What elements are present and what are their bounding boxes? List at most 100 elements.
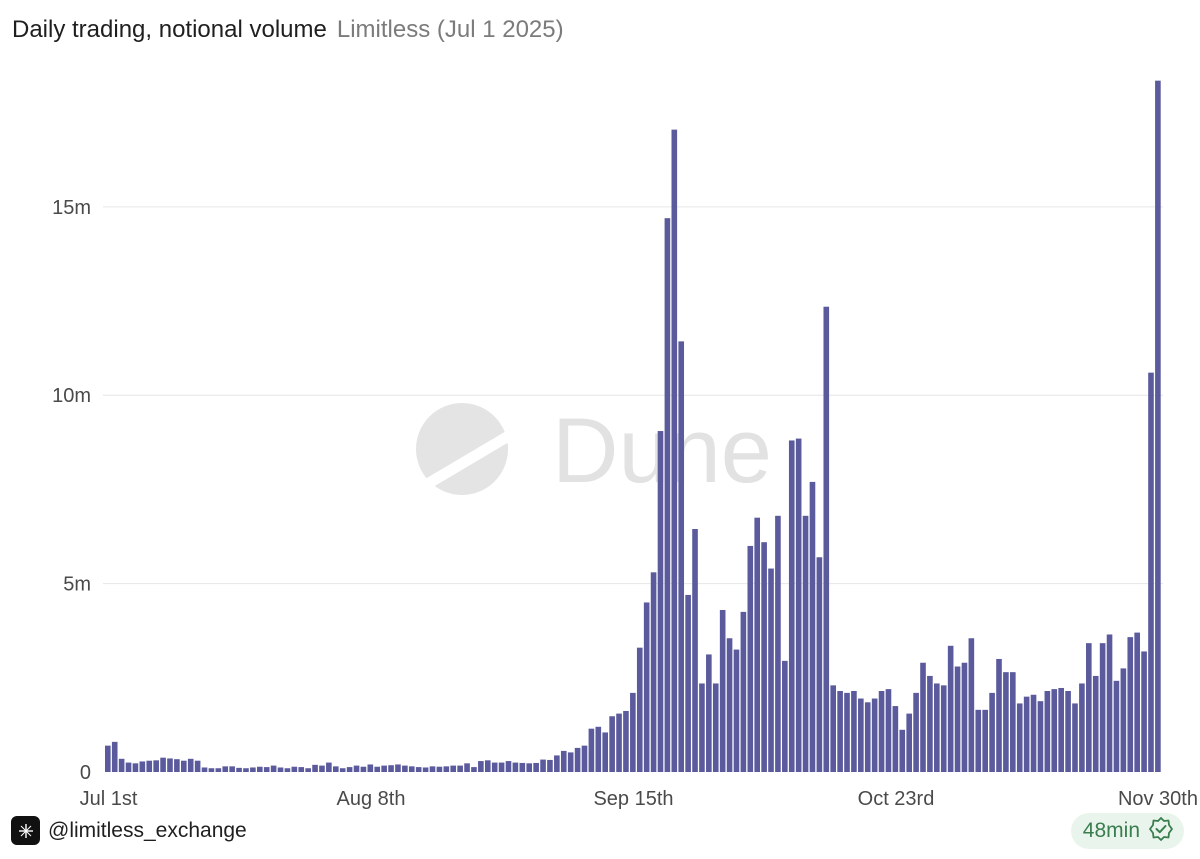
bar xyxy=(547,759,553,772)
bar xyxy=(339,768,346,772)
bar xyxy=(851,691,857,772)
bar xyxy=(519,762,526,772)
bar xyxy=(747,545,754,772)
bar xyxy=(1092,675,1099,772)
bar xyxy=(326,762,332,772)
bar xyxy=(775,515,781,772)
chart-header: Daily trading, notional volume Limitless … xyxy=(12,14,564,46)
bar xyxy=(858,698,864,772)
bar xyxy=(1051,689,1058,772)
bar xyxy=(1134,632,1140,772)
bar xyxy=(899,729,906,772)
freshness-badge: 48min xyxy=(1070,813,1184,849)
bar xyxy=(788,440,795,772)
bar xyxy=(132,763,139,772)
bar xyxy=(160,757,166,772)
bar xyxy=(830,685,836,772)
bar xyxy=(305,768,311,772)
y-tick-label: 0 xyxy=(80,762,91,784)
footer-attribution: @limitless_exchange xyxy=(11,816,247,845)
bar xyxy=(671,129,678,772)
bar xyxy=(491,762,498,772)
bar xyxy=(678,341,685,772)
bar xyxy=(934,683,940,772)
bar xyxy=(415,767,422,772)
dune-logo-icon xyxy=(416,403,509,495)
y-tick-label: 10m xyxy=(52,385,91,407)
bar xyxy=(947,645,954,772)
bar xyxy=(312,764,318,772)
bar xyxy=(761,542,767,772)
bar xyxy=(996,658,1002,772)
bar xyxy=(1016,703,1023,772)
bar xyxy=(740,611,747,772)
bar xyxy=(1079,683,1085,772)
x-axis-ticks: Jul 1st Aug 8th Sep 15th Oct 23rd Nov 30th xyxy=(80,788,1198,810)
bar xyxy=(609,716,615,772)
bar xyxy=(650,572,657,772)
bar xyxy=(795,438,802,772)
bar xyxy=(664,218,671,773)
bar xyxy=(940,685,947,772)
bar xyxy=(194,760,201,772)
bar xyxy=(1044,691,1051,772)
bar xyxy=(402,765,408,772)
gridlines xyxy=(103,206,1163,585)
bar xyxy=(408,766,415,772)
x-tick-label: Nov 30th xyxy=(1118,788,1198,810)
bar xyxy=(560,750,567,772)
bar-series xyxy=(105,80,1161,773)
bar xyxy=(118,758,125,772)
bar xyxy=(270,765,277,772)
bar xyxy=(588,728,595,772)
bar xyxy=(906,713,912,772)
bar xyxy=(146,760,153,772)
bar xyxy=(105,745,111,772)
bar xyxy=(595,726,602,772)
bar xyxy=(243,768,249,772)
bar xyxy=(623,710,629,772)
author-handle[interactable]: @limitless_exchange xyxy=(48,818,247,842)
bar xyxy=(920,662,926,772)
bar xyxy=(222,766,229,772)
bar xyxy=(1155,80,1161,772)
bar xyxy=(961,662,968,772)
bar xyxy=(450,765,457,772)
x-tick-label: Jul 1st xyxy=(80,788,138,810)
bar xyxy=(505,761,512,772)
bar xyxy=(636,647,643,772)
bar xyxy=(1072,703,1078,772)
bar xyxy=(388,765,394,772)
bar-chart: Dune 0 5m 10m 15m Jul 1st Aug 8th Sep 15th Oct… xyxy=(52,80,1198,810)
bar xyxy=(346,767,353,772)
bar xyxy=(263,767,270,772)
bar xyxy=(1086,643,1092,772)
bar xyxy=(712,683,719,772)
bar xyxy=(892,706,899,772)
bar xyxy=(153,760,159,772)
bar xyxy=(1023,696,1030,772)
bar xyxy=(685,594,691,772)
bar xyxy=(643,602,650,772)
bar xyxy=(540,759,546,772)
bar xyxy=(111,741,118,772)
bar xyxy=(422,767,429,772)
bar xyxy=(484,760,491,772)
bar xyxy=(927,675,933,772)
bar xyxy=(581,745,588,772)
x-tick-label: Sep 15th xyxy=(593,788,673,810)
bar xyxy=(657,431,664,772)
bar xyxy=(1003,672,1009,772)
bar xyxy=(1113,680,1120,772)
bar xyxy=(471,767,477,772)
bar xyxy=(1148,372,1154,772)
bar xyxy=(968,638,975,772)
bar xyxy=(782,660,788,772)
bar xyxy=(443,766,450,772)
chart-title: Daily trading, notional volume xyxy=(12,16,327,43)
bar xyxy=(1065,691,1071,772)
bar xyxy=(802,515,809,772)
bar xyxy=(332,766,339,772)
bar xyxy=(630,692,636,772)
bar xyxy=(125,762,132,772)
